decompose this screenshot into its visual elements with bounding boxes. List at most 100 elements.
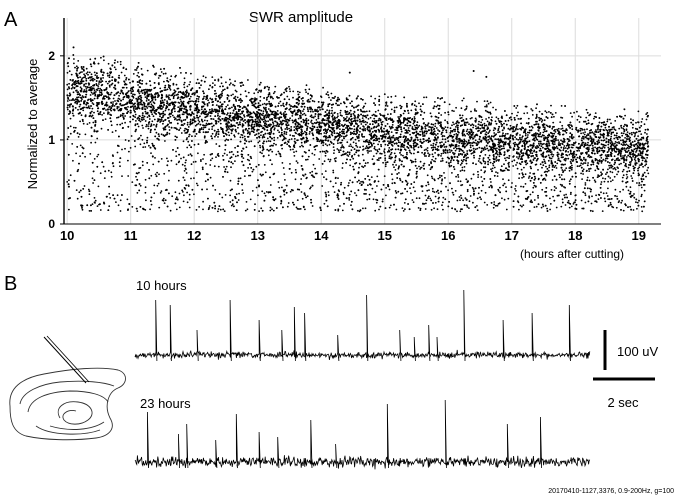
scatter-point	[73, 58, 75, 60]
scatter-point	[314, 148, 317, 151]
scatter-point	[182, 140, 185, 143]
scatter-point	[366, 128, 369, 131]
scatter-point	[623, 125, 625, 128]
scatter-point	[409, 117, 412, 119]
scatter-point	[211, 132, 214, 135]
scatter-point	[272, 123, 275, 125]
scatter-point	[124, 121, 126, 124]
scatter-point	[579, 116, 582, 119]
scatter-point	[494, 138, 497, 141]
scatter-point	[365, 110, 368, 113]
scatter-point	[421, 130, 424, 133]
scatter-point	[380, 145, 383, 148]
scatter-point	[93, 197, 96, 199]
scatter-point	[326, 119, 328, 122]
scatter-point	[517, 118, 520, 120]
scatter-point	[286, 143, 289, 146]
scatter-point	[110, 124, 113, 127]
scatter-point	[400, 192, 402, 195]
scatter-point	[393, 142, 396, 145]
scatter-point	[296, 129, 299, 132]
scatter-point	[236, 96, 239, 99]
scatter-point	[572, 203, 575, 205]
scatter-point	[498, 149, 501, 152]
scatter-point	[540, 117, 543, 120]
scatter-point	[84, 85, 87, 88]
scatter-point	[230, 119, 232, 122]
scatter-point	[227, 120, 230, 123]
scatter-point	[605, 173, 607, 176]
scatter-point	[75, 189, 78, 192]
scatter-point	[187, 140, 190, 143]
scatter-point	[103, 59, 105, 62]
scatter-point	[598, 160, 601, 163]
scatter-point	[364, 127, 367, 130]
scatter-point	[409, 133, 411, 136]
scatter-point	[96, 137, 99, 140]
scatter-point	[105, 109, 107, 111]
scatter-point	[141, 80, 144, 82]
scatter-point	[211, 157, 214, 160]
scatter-point	[97, 153, 100, 156]
scatter-point	[486, 120, 489, 123]
scatter-point	[562, 147, 565, 149]
scatter-point	[163, 172, 166, 175]
scatter-point	[161, 199, 164, 202]
scatter-point	[191, 135, 193, 138]
scatter-point	[90, 73, 93, 76]
scatter-point	[475, 163, 477, 166]
scatter-point	[145, 105, 148, 108]
scatter-point	[100, 127, 103, 130]
scatter-point	[295, 125, 298, 128]
scatter-point	[82, 80, 85, 83]
scatter-point	[391, 124, 394, 126]
scatter-point	[627, 189, 630, 192]
scatter-point	[173, 116, 176, 119]
scatter-point	[640, 193, 643, 196]
scatter-point	[600, 191, 602, 194]
scatter-point	[214, 189, 217, 191]
scatter-point	[518, 173, 521, 175]
scatter-point	[576, 118, 579, 121]
scatter-point	[374, 110, 377, 113]
scatter-point	[333, 138, 336, 141]
scatter-point	[134, 69, 137, 71]
scatter-point	[148, 118, 151, 120]
scatter-point	[626, 176, 629, 178]
scatter-point	[398, 172, 400, 174]
scatter-point	[145, 125, 148, 128]
scatter-point	[339, 205, 341, 207]
scatter-point	[388, 147, 391, 149]
scatter-point	[489, 123, 492, 126]
scatter-point	[276, 123, 279, 126]
scatter-point	[288, 138, 291, 141]
scatter-point	[469, 144, 472, 147]
scatter-point	[152, 105, 155, 108]
scatter-point	[190, 72, 192, 75]
scatter-point	[134, 113, 137, 116]
scatter-point	[383, 93, 386, 96]
scatter-point	[626, 131, 629, 134]
scatter-point	[163, 89, 166, 91]
scatter-point	[305, 91, 307, 93]
scatter-point	[413, 124, 416, 127]
scatter-point	[523, 141, 526, 144]
scatter-point	[523, 166, 525, 169]
scatter-point	[307, 108, 309, 111]
scatter-point	[312, 134, 315, 137]
scatter-point	[625, 173, 628, 176]
scatter-point	[131, 181, 134, 184]
scatter-point	[212, 104, 214, 106]
scatter-point	[588, 195, 590, 198]
scatter-point	[561, 124, 564, 127]
scatter-point	[259, 95, 262, 98]
scatter-point	[264, 194, 267, 197]
scatter-point	[293, 151, 295, 154]
scatter-point	[590, 202, 593, 205]
scatter-point	[345, 97, 348, 100]
scatter-point	[594, 112, 597, 114]
scatter-point	[223, 88, 226, 91]
scatter-point	[130, 135, 133, 137]
scatter-point	[608, 130, 611, 133]
scatter-point	[225, 165, 228, 168]
